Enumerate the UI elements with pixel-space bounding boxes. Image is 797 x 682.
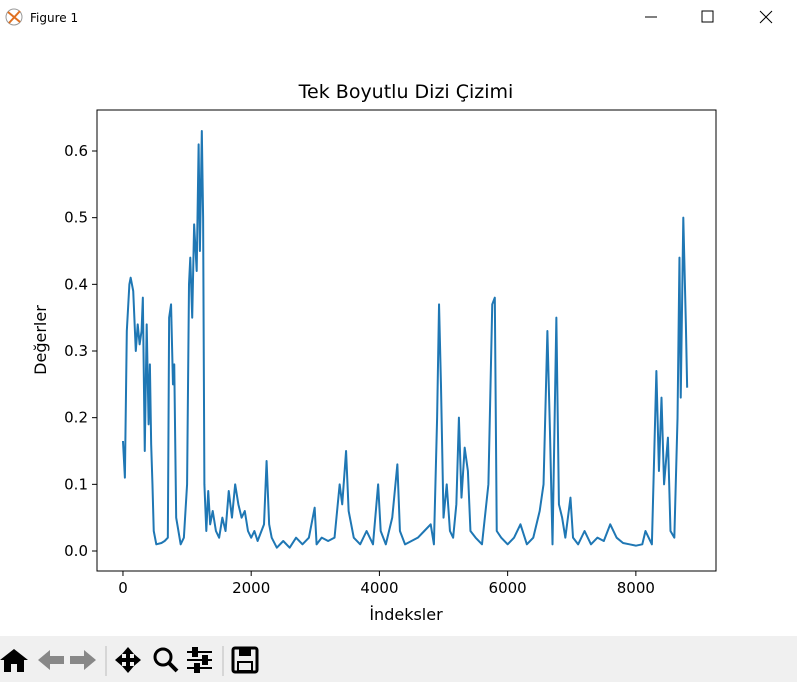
pan-button[interactable] bbox=[115, 647, 141, 673]
y-tick-label: 0.2 bbox=[64, 409, 88, 427]
back-button[interactable] bbox=[38, 650, 64, 670]
data-line bbox=[121, 130, 689, 549]
x-tick-label: 8000 bbox=[617, 579, 655, 597]
app-icon bbox=[5, 8, 23, 26]
title-bar bbox=[0, 0, 797, 36]
y-tick-label: 0.0 bbox=[64, 542, 88, 560]
y-tick-label: 0.3 bbox=[64, 342, 88, 360]
maximize-button[interactable] bbox=[701, 10, 714, 23]
window-title: Figure 1 bbox=[30, 11, 78, 25]
chart-title: Tek Boyutlu Dizi Çizimi bbox=[298, 81, 514, 103]
x-axis-label: İndeksler bbox=[369, 605, 443, 624]
y-tick-label: 0.4 bbox=[64, 275, 88, 293]
home-button[interactable] bbox=[0, 649, 28, 672]
forward-button[interactable] bbox=[70, 650, 96, 670]
y-tick-label: 0.6 bbox=[64, 142, 88, 160]
y-axis-label: Değerler bbox=[31, 305, 50, 375]
x-tick-label: 2000 bbox=[232, 579, 270, 597]
close-button[interactable] bbox=[759, 10, 773, 24]
x-tick-label: 0 bbox=[118, 579, 128, 597]
y-tick-label: 0.5 bbox=[64, 209, 88, 227]
y-tick-label: 0.1 bbox=[64, 475, 88, 493]
configure-button[interactable] bbox=[187, 647, 212, 673]
x-tick-label: 6000 bbox=[489, 579, 527, 597]
save-button[interactable] bbox=[231, 646, 259, 674]
axes-frame bbox=[96, 109, 717, 572]
zoom-button[interactable] bbox=[153, 647, 179, 673]
x-tick-label: 4000 bbox=[360, 579, 398, 597]
